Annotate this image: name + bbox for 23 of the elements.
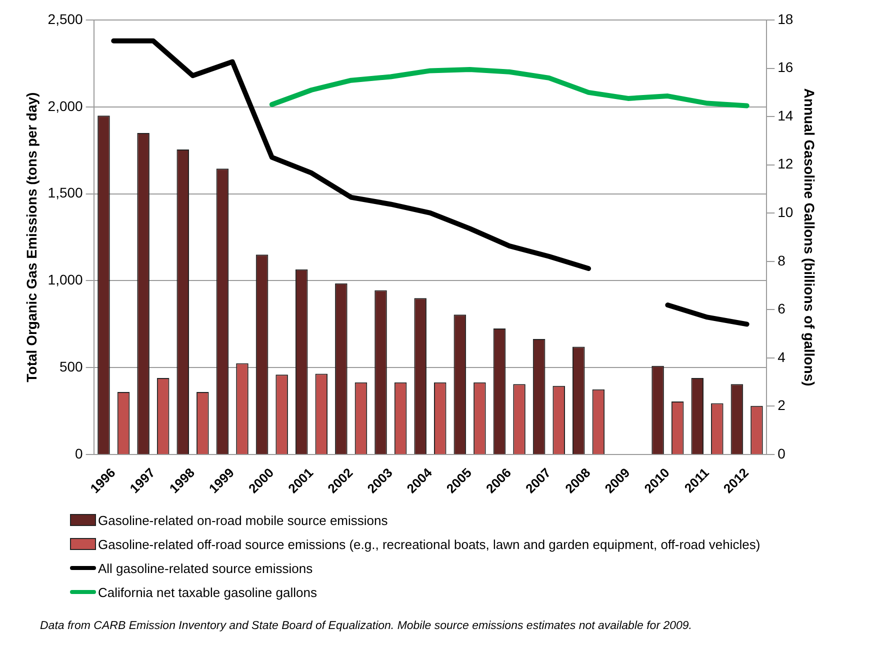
legend-label: All gasoline-related source emissions bbox=[98, 560, 313, 576]
legend-label: Gasoline-related off-road source emissions (e.g., recreational boats, lawn and garden equipment, off-road vehicles) bbox=[98, 536, 760, 552]
y2-tick-label: 0 bbox=[778, 445, 786, 462]
y2-tick-label: 12 bbox=[778, 156, 794, 172]
y-tick-label: 500 bbox=[59, 358, 84, 374]
y-tick-label: 0 bbox=[75, 445, 84, 462]
y-tick-label: 2,000 bbox=[48, 98, 84, 114]
y2-tick-label: 8 bbox=[778, 252, 786, 268]
y2-axis-title: Annual Gasoline Gallons (billions of gallons) bbox=[802, 88, 818, 386]
y-tick-label: 1,500 bbox=[48, 184, 84, 201]
y-axis-title: Total Organic Gas Emissions (tons per day) bbox=[23, 92, 40, 382]
y-tick-label: 2,500 bbox=[48, 10, 84, 27]
y2-tick-label: 2 bbox=[778, 397, 786, 414]
y2-tick-label: 4 bbox=[778, 348, 786, 365]
y-tick-label: 1,000 bbox=[48, 272, 84, 288]
legend-label: Gasoline-related on-road mobile source emissions bbox=[98, 512, 388, 528]
y2-tick-label: 16 bbox=[778, 59, 794, 76]
y2-tick-label: 14 bbox=[778, 107, 794, 124]
text: Data from CARB Emission Inventory and State Board of Equalization. Mobile source emissions estimates not available for 2009. bbox=[40, 620, 692, 632]
legend-label: California net taxable gasoline gallons bbox=[98, 584, 317, 600]
y2-tick-label: 10 bbox=[778, 204, 794, 220]
y2-tick-label: 18 bbox=[778, 10, 794, 27]
y2-tick-label: 6 bbox=[778, 300, 786, 317]
